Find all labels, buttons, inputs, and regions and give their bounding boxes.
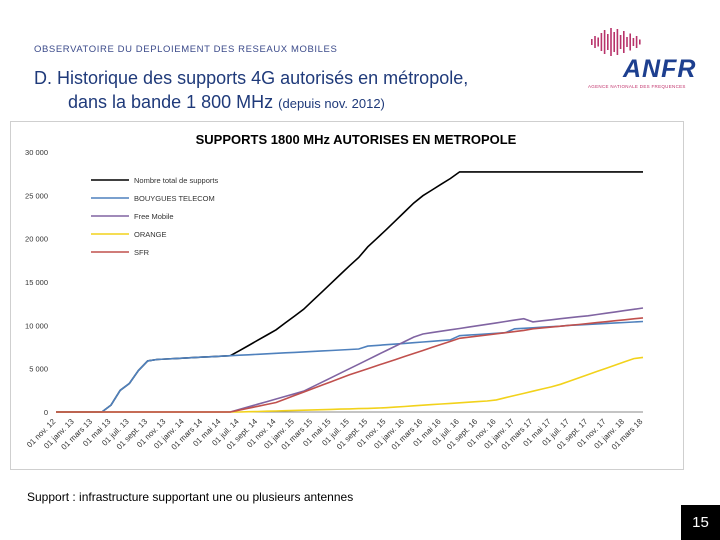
logo-bar bbox=[603, 30, 606, 54]
series-lines bbox=[56, 171, 644, 413]
footnote: Support : infrastructure supportant une … bbox=[27, 490, 354, 504]
y-tick-label: 5 000 bbox=[29, 365, 48, 374]
slide-title: D. Historique des supports 4G autorisés … bbox=[34, 66, 468, 116]
legend-label: Nombre total de supports bbox=[134, 176, 218, 185]
logo-bar bbox=[613, 32, 615, 52]
anfr-logo-text: ANFR bbox=[623, 55, 697, 83]
title-line-2: dans la bande 1 800 MHz bbox=[68, 92, 274, 112]
y-tick-label: 15 000 bbox=[25, 278, 48, 287]
chart-frame: SUPPORTS 1800 MHz AUTORISES EN METROPOLE… bbox=[10, 121, 684, 470]
logo-bar bbox=[607, 34, 609, 50]
y-tick-labels: 0 5 000 10 000 15 000 20 000 25 000 30 000 bbox=[25, 148, 48, 417]
series-line bbox=[56, 307, 644, 413]
line-chart: SUPPORTS 1800 MHz AUTORISES EN METROPOLE… bbox=[25, 132, 645, 452]
title-prefix: D. bbox=[34, 68, 58, 88]
logo-bar bbox=[600, 33, 603, 51]
y-tick-label: 25 000 bbox=[25, 191, 48, 200]
title-line-1: Historique des supports 4G autorisés en … bbox=[57, 68, 469, 88]
logo-bar bbox=[635, 36, 638, 48]
logo-bar bbox=[619, 35, 622, 49]
y-tick-label: 0 bbox=[44, 408, 48, 417]
header-kicker: OBSERVATOIRE DU DEPLOIEMENT DES RESEAUX … bbox=[34, 44, 338, 55]
logo-bar bbox=[629, 33, 631, 51]
series-line bbox=[56, 171, 643, 413]
anfr-logo-bars bbox=[591, 28, 641, 56]
title-subtitle: (depuis nov. 2012) bbox=[278, 96, 385, 111]
page-number: 15 bbox=[681, 505, 720, 540]
legend-label: SFR bbox=[134, 248, 150, 257]
logo-bar bbox=[639, 39, 641, 45]
y-tick-label: 20 000 bbox=[25, 235, 48, 244]
anfr-logo-subtitle: AGENCE NATIONALE DES FREQUENCES bbox=[588, 84, 686, 89]
chart-legend: Nombre total de supports BOUYGUES TELECOM… bbox=[91, 176, 218, 257]
logo-bar bbox=[632, 38, 635, 46]
legend-label: BOUYGUES TELECOM bbox=[134, 194, 215, 203]
series-line bbox=[56, 317, 644, 413]
logo-bar bbox=[591, 39, 593, 45]
y-tick-label: 30 000 bbox=[25, 148, 48, 157]
legend-label: ORANGE bbox=[134, 230, 167, 239]
logo-bar bbox=[626, 37, 628, 47]
logo-bar bbox=[616, 29, 619, 55]
legend-label: Free Mobile bbox=[134, 212, 174, 221]
chart-title: SUPPORTS 1800 MHz AUTORISES EN METROPOLE bbox=[196, 132, 517, 147]
series-line bbox=[56, 320, 644, 413]
logo-bar bbox=[623, 31, 625, 53]
logo-bar bbox=[610, 28, 612, 56]
y-tick-label: 10 000 bbox=[25, 321, 48, 330]
logo-bar bbox=[594, 36, 596, 48]
logo-bar bbox=[597, 37, 599, 47]
